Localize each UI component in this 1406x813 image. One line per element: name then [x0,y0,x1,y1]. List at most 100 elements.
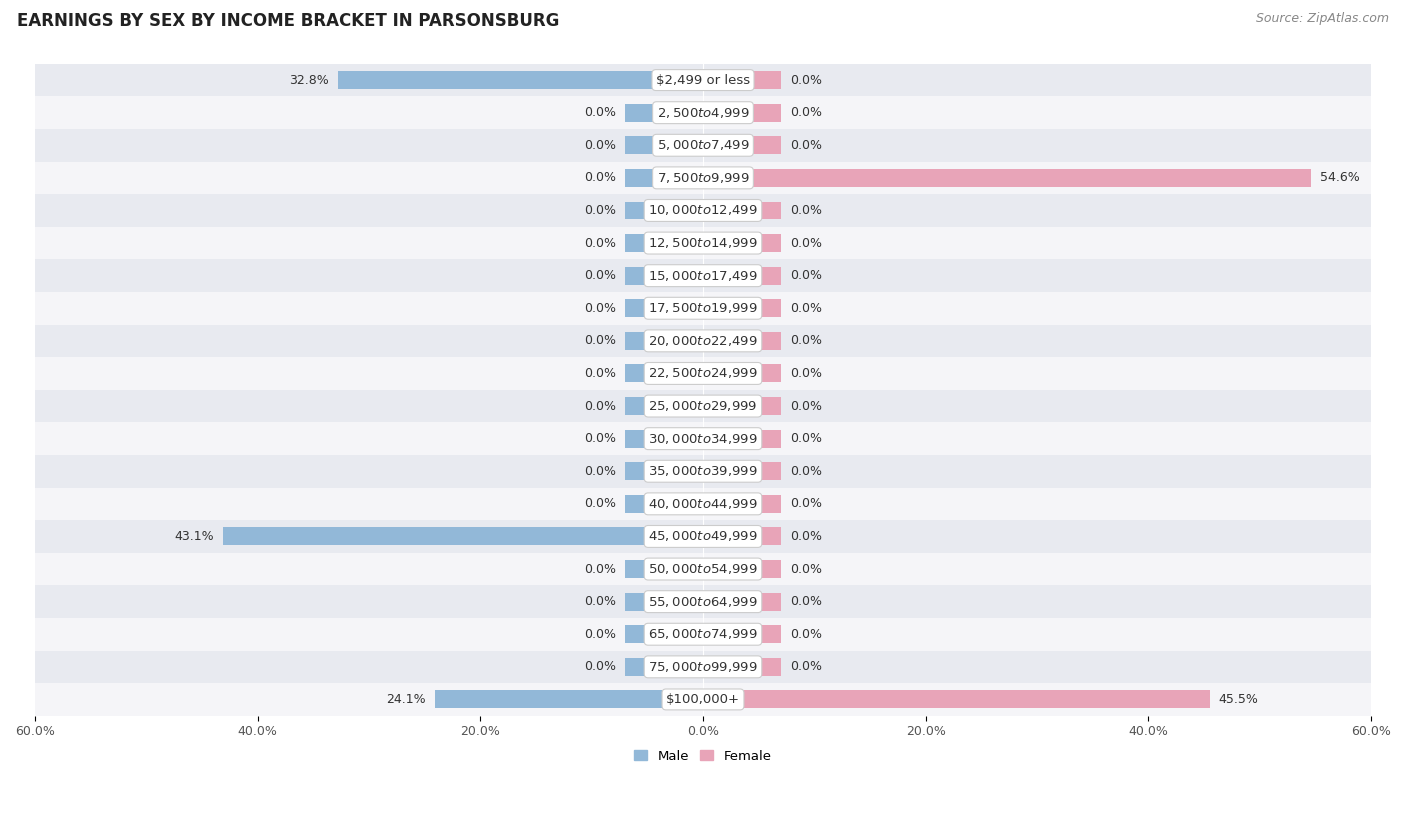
Bar [703,593,780,611]
Bar [626,202,703,220]
Text: 0.0%: 0.0% [583,660,616,673]
Text: $20,000 to $22,499: $20,000 to $22,499 [648,334,758,348]
Text: $2,500 to $4,999: $2,500 to $4,999 [657,106,749,120]
Bar [626,104,703,122]
Text: 0.0%: 0.0% [583,237,616,250]
Text: 0.0%: 0.0% [583,399,616,412]
Bar [703,137,780,154]
Bar [35,455,1371,488]
Bar [703,463,780,480]
Bar [35,520,1371,553]
Text: 0.0%: 0.0% [790,269,823,282]
Text: 0.0%: 0.0% [790,628,823,641]
Text: $17,500 to $19,999: $17,500 to $19,999 [648,302,758,315]
Bar [703,658,780,676]
Bar [35,97,1371,129]
Text: 0.0%: 0.0% [583,334,616,347]
Text: 0.0%: 0.0% [583,563,616,576]
Bar [626,332,703,350]
Text: 45.5%: 45.5% [1219,693,1258,706]
Text: 0.0%: 0.0% [583,269,616,282]
Bar [703,430,780,448]
Text: 54.6%: 54.6% [1320,172,1360,185]
Bar [626,169,703,187]
Text: $65,000 to $74,999: $65,000 to $74,999 [648,628,758,641]
Text: 24.1%: 24.1% [387,693,426,706]
Text: 0.0%: 0.0% [583,465,616,478]
Text: 0.0%: 0.0% [583,107,616,120]
Legend: Male, Female: Male, Female [628,744,778,767]
Text: 0.0%: 0.0% [583,302,616,315]
Text: 0.0%: 0.0% [790,530,823,543]
Bar [703,528,780,546]
Bar [35,357,1371,389]
Bar [224,528,703,546]
Bar [703,267,780,285]
Text: 0.0%: 0.0% [790,302,823,315]
Text: $10,000 to $12,499: $10,000 to $12,499 [648,203,758,217]
Text: 32.8%: 32.8% [290,74,329,86]
Text: 0.0%: 0.0% [583,628,616,641]
Text: 0.0%: 0.0% [583,498,616,511]
Text: 0.0%: 0.0% [790,334,823,347]
Text: 0.0%: 0.0% [790,367,823,380]
Bar [626,267,703,285]
Text: $100,000+: $100,000+ [666,693,740,706]
Bar [626,397,703,415]
Text: 0.0%: 0.0% [790,74,823,86]
Text: 0.0%: 0.0% [790,595,823,608]
Bar [626,593,703,611]
Text: 0.0%: 0.0% [790,660,823,673]
Text: $15,000 to $17,499: $15,000 to $17,499 [648,268,758,283]
Text: 0.0%: 0.0% [790,465,823,478]
Bar [35,423,1371,455]
Text: 0.0%: 0.0% [790,498,823,511]
Text: EARNINGS BY SEX BY INCOME BRACKET IN PARSONSBURG: EARNINGS BY SEX BY INCOME BRACKET IN PAR… [17,12,560,30]
Bar [35,227,1371,259]
Bar [703,104,780,122]
Text: $2,499 or less: $2,499 or less [657,74,749,86]
Bar [703,71,780,89]
Text: $40,000 to $44,999: $40,000 to $44,999 [648,497,758,511]
Text: Source: ZipAtlas.com: Source: ZipAtlas.com [1256,12,1389,25]
Bar [703,299,780,317]
Text: 0.0%: 0.0% [790,433,823,446]
Bar [626,364,703,382]
Text: 0.0%: 0.0% [583,367,616,380]
Text: $55,000 to $64,999: $55,000 to $64,999 [648,594,758,609]
Bar [703,397,780,415]
Text: 0.0%: 0.0% [790,563,823,576]
Bar [626,137,703,154]
Bar [703,332,780,350]
Text: 0.0%: 0.0% [583,433,616,446]
Bar [626,430,703,448]
Bar [626,560,703,578]
Text: $45,000 to $49,999: $45,000 to $49,999 [648,529,758,543]
Bar [703,625,780,643]
Text: 43.1%: 43.1% [174,530,214,543]
Bar [35,63,1371,97]
Bar [35,129,1371,162]
Bar [434,690,703,708]
Bar [35,194,1371,227]
Text: $12,500 to $14,999: $12,500 to $14,999 [648,236,758,250]
Bar [35,162,1371,194]
Bar [626,625,703,643]
Bar [626,234,703,252]
Bar [337,71,703,89]
Bar [35,389,1371,423]
Bar [35,585,1371,618]
Text: $30,000 to $34,999: $30,000 to $34,999 [648,432,758,446]
Bar [35,488,1371,520]
Bar [35,683,1371,715]
Bar [35,650,1371,683]
Bar [703,202,780,220]
Text: $5,000 to $7,499: $5,000 to $7,499 [657,138,749,152]
Text: 0.0%: 0.0% [790,237,823,250]
Text: $50,000 to $54,999: $50,000 to $54,999 [648,562,758,576]
Text: 0.0%: 0.0% [790,139,823,152]
Text: $22,500 to $24,999: $22,500 to $24,999 [648,367,758,380]
Bar [703,690,1209,708]
Text: $25,000 to $29,999: $25,000 to $29,999 [648,399,758,413]
Bar [703,364,780,382]
